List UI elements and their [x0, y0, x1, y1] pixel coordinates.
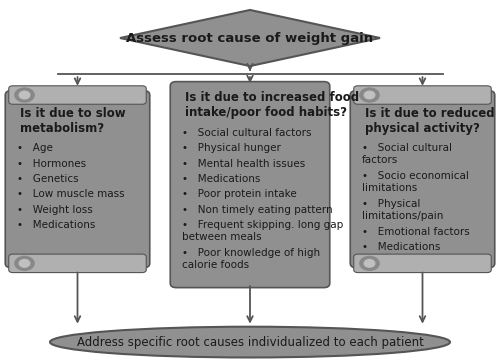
- Text: •   Low muscle mass: • Low muscle mass: [17, 189, 125, 199]
- Text: •   Mental health issues: • Mental health issues: [182, 159, 306, 169]
- FancyBboxPatch shape: [350, 90, 494, 268]
- Text: Assess root cause of weight gain: Assess root cause of weight gain: [126, 31, 374, 45]
- Text: Is it due to slow
metabolism?: Is it due to slow metabolism?: [20, 107, 126, 135]
- Text: •   Physical
limitations/pain: • Physical limitations/pain: [362, 199, 444, 220]
- Circle shape: [364, 91, 375, 99]
- Text: •   Medications: • Medications: [182, 174, 260, 184]
- Text: •   Age: • Age: [17, 143, 53, 153]
- FancyBboxPatch shape: [354, 254, 491, 273]
- Polygon shape: [120, 10, 380, 66]
- Text: •   Poor knowledge of high
calorie foods: • Poor knowledge of high calorie foods: [182, 248, 320, 270]
- Text: Is it due to increased food
intake/poor food habits?: Is it due to increased food intake/poor …: [186, 92, 360, 119]
- Text: •   Non timely eating pattern: • Non timely eating pattern: [182, 205, 333, 215]
- Circle shape: [360, 88, 379, 102]
- Circle shape: [15, 88, 34, 102]
- Ellipse shape: [50, 327, 450, 358]
- Text: •   Emotional factors: • Emotional factors: [362, 227, 470, 237]
- FancyBboxPatch shape: [170, 82, 330, 287]
- FancyBboxPatch shape: [8, 254, 146, 273]
- Text: •   Socio economical
limitations: • Socio economical limitations: [362, 171, 469, 193]
- Text: •   Hormones: • Hormones: [17, 159, 86, 169]
- FancyBboxPatch shape: [354, 86, 491, 104]
- Text: •   Social cultural factors: • Social cultural factors: [182, 128, 312, 138]
- Circle shape: [15, 256, 34, 270]
- Circle shape: [19, 260, 30, 267]
- Circle shape: [19, 91, 30, 99]
- Circle shape: [364, 260, 375, 267]
- FancyBboxPatch shape: [5, 90, 150, 268]
- Text: Is it due to reduced
physical activity?: Is it due to reduced physical activity?: [365, 107, 495, 135]
- Text: •   Weight loss: • Weight loss: [17, 205, 93, 215]
- Text: •   Medications: • Medications: [17, 220, 96, 230]
- Text: •   Genetics: • Genetics: [17, 174, 79, 184]
- Text: •   Poor protein intake: • Poor protein intake: [182, 189, 297, 199]
- Circle shape: [360, 256, 379, 270]
- FancyBboxPatch shape: [8, 86, 146, 104]
- Text: •   Social cultural
factors: • Social cultural factors: [362, 143, 452, 165]
- Text: Address specific root causes individualized to each patient: Address specific root causes individuali…: [76, 336, 424, 349]
- Text: •   Frequent skipping. long gap
between meals: • Frequent skipping. long gap between me…: [182, 220, 344, 242]
- Text: •   Physical hunger: • Physical hunger: [182, 143, 281, 153]
- Text: •   Medications: • Medications: [362, 242, 440, 252]
